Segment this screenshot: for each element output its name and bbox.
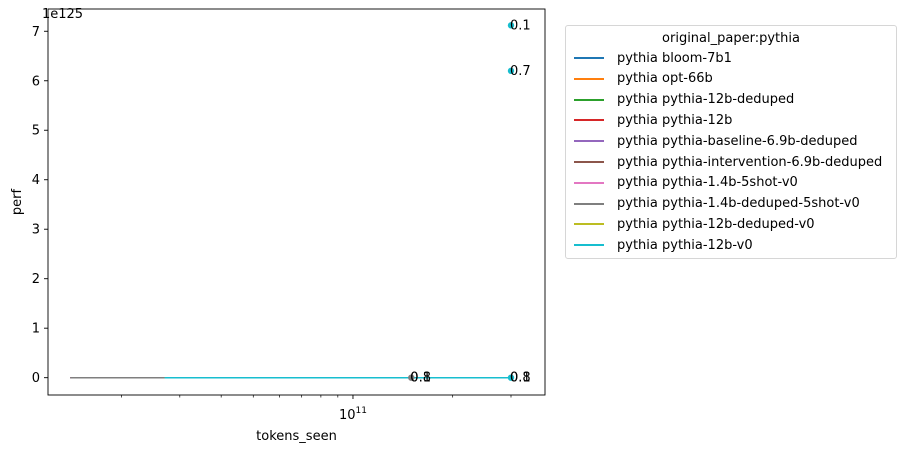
legend-label: pythia pythia-intervention-6.9b-deduped: [617, 154, 883, 170]
legend-label: pythia pythia-12b-v0: [617, 237, 753, 253]
y-tick-label: 6: [32, 74, 40, 89]
legend-entry: pythia pythia-12b-deduped: [574, 92, 794, 108]
legend-title: original_paper:pythia: [662, 31, 800, 46]
x-tick-label: 1011: [339, 406, 367, 423]
legend-swatch: [574, 202, 604, 205]
legend-swatch: [574, 77, 604, 80]
legend-label: pythia pythia-12b: [617, 112, 733, 128]
legend-entry: pythia opt-66b: [574, 71, 713, 87]
legend-entry: pythia pythia-12b: [574, 112, 732, 128]
data-point-2: [507, 374, 515, 381]
legend-entry: pythia bloom-7b1: [574, 50, 732, 66]
plot-area: 0.10.70.10.8 0.10.8012345671e1251011token…: [10, 7, 546, 444]
legend-entry: pythia pythia-12b-deduped-v0: [574, 216, 815, 232]
legend-swatch: [574, 140, 604, 143]
legend: original_paper:pythia pythia bloom-7b1 py…: [565, 25, 897, 259]
data-point-3: [507, 67, 515, 75]
annotation-label-2: 0.7: [510, 64, 531, 79]
legend-entry: pythia pythia-intervention-6.9b-deduped: [574, 154, 882, 170]
legend-swatch: [574, 161, 604, 163]
legend-label: pythia pythia-1.4b-5shot-v0: [617, 175, 798, 191]
data-point-1: [408, 374, 415, 381]
data-point-4: [507, 22, 515, 29]
annotation-label-4: 0.8: [410, 371, 431, 386]
x-axis-label: tokens_seen: [256, 429, 337, 444]
legend-swatch: [574, 98, 604, 101]
legend-label: pythia bloom-7b1: [617, 50, 732, 66]
annotation-label-3: 0.1: [410, 371, 431, 386]
y-tick-label: 4: [32, 173, 40, 188]
annotation-label-5: 0.1: [510, 371, 531, 386]
annotation-label-6: 0.8: [510, 371, 531, 386]
y-tick-label: 3: [32, 223, 40, 238]
legend-entry: pythia pythia-12b-v0: [574, 237, 753, 253]
y-tick-label: 1: [32, 322, 40, 337]
legend-swatch: [574, 244, 604, 247]
y-offset-label: 1e125: [42, 7, 83, 22]
y-tick-label: 2: [32, 272, 40, 287]
axes-frame: [47, 8, 546, 396]
annotation-label-1: 0.1: [510, 18, 531, 33]
legend-label: pythia pythia-1.4b-deduped-5shot-v0: [617, 196, 860, 212]
legend-swatch: [574, 181, 604, 184]
legend-swatch: [574, 119, 604, 122]
y-tick-label: 5: [32, 124, 40, 139]
y-tick-label: 0: [32, 371, 40, 386]
legend-entry: pythia pythia-1.4b-deduped-5shot-v0: [574, 196, 860, 212]
legend-swatch: [574, 57, 604, 59]
y-tick-label: 7: [32, 25, 40, 40]
legend-label: pythia pythia-baseline-6.9b-deduped: [617, 133, 858, 149]
legend-swatch: [574, 223, 604, 226]
legend-label: pythia pythia-12b-deduped: [617, 92, 795, 108]
x-tick-exponent: 11: [356, 406, 367, 416]
legend-label: pythia opt-66b: [617, 71, 713, 87]
legend-entry: pythia pythia-1.4b-5shot-v0: [574, 175, 798, 191]
y-axis-label: perf: [10, 188, 25, 215]
legend-entry: pythia pythia-baseline-6.9b-deduped: [574, 133, 858, 149]
legend-label: pythia pythia-12b-deduped-v0: [617, 216, 815, 232]
